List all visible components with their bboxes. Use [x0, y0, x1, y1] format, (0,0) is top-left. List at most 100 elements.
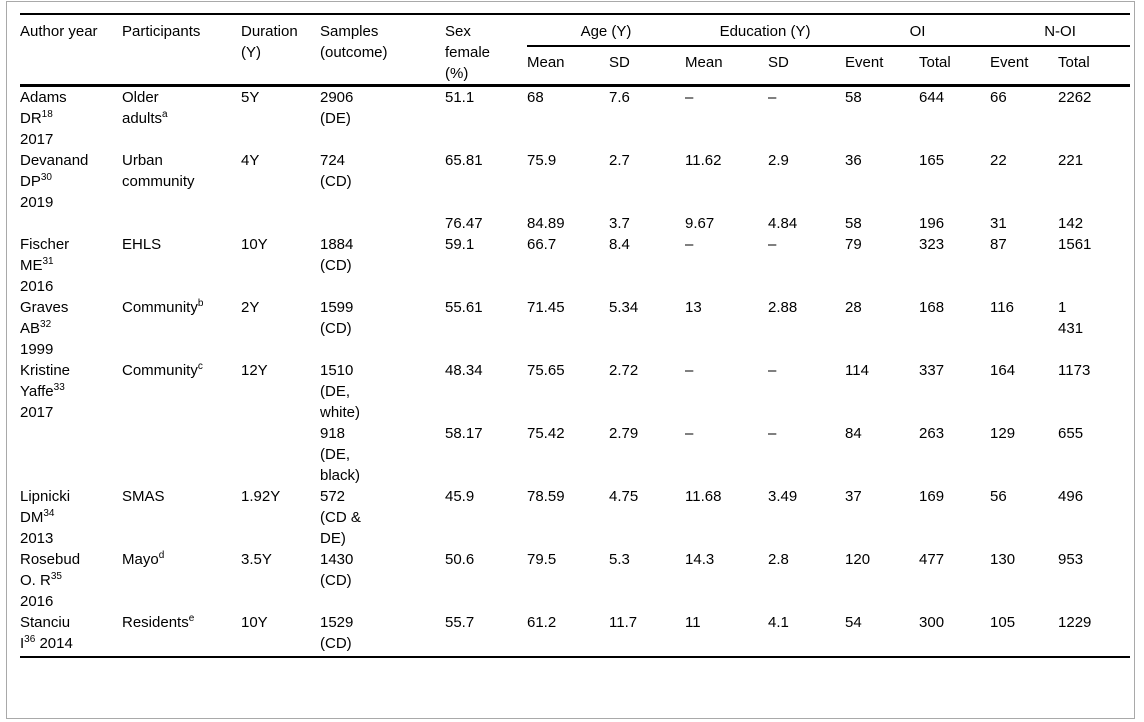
- cell-samples: 1884 (CD): [320, 236, 354, 274]
- cell-author_year: Fischer ME31 2016: [20, 236, 70, 295]
- subheader-oi-event: Event: [845, 54, 884, 72]
- cell-age_mean: 79.5: [527, 551, 557, 568]
- table-row: Adams DR18 2017 Older adultsa 5Y 2906 (DE) 51.1 6…: [20, 84, 1131, 150]
- group-header-education: Education (Y): [685, 12, 846, 48]
- cell-author_year: Adams DR18 2017: [20, 84, 122, 150]
- cell-noi_event: 66: [990, 84, 1059, 150]
- cell-noi_event: 22: [990, 152, 1007, 169]
- cell-duration: 2Y: [241, 299, 260, 316]
- cell-age_sd: 5.3: [609, 551, 630, 568]
- table-row: Graves AB32 1999 Communityb 2Y 1599 (CD) 55.61 7…: [20, 297, 1130, 360]
- cell-sex_female: 45.9: [445, 488, 475, 505]
- cell-age_mean: 75.65: [527, 362, 565, 379]
- cell-age_mean: 78.59: [527, 488, 565, 505]
- table-row: Devanand DP30 2019 Urban community 4Y 724 (CD) 6…: [20, 150, 1130, 213]
- cell-noi_total: 655: [1058, 425, 1084, 442]
- cell-participants: [122, 423, 241, 486]
- cell-duration: 4Y: [241, 152, 260, 169]
- cell-edu_sd: 2.8: [768, 551, 789, 568]
- cell-participants: Communityc: [122, 361, 203, 380]
- cell-author_year: Kristine Yaffe33 2017: [20, 362, 71, 421]
- cell-noi_event: 129: [990, 425, 1016, 442]
- cell-sex_female: 55.61: [445, 299, 483, 316]
- cell-oi_total: 477: [919, 551, 945, 568]
- cell-sex_female: 50.6: [445, 551, 475, 568]
- cell-edu_sd: 4.84: [768, 215, 798, 232]
- table-row: 76.47 84.89 3.7 9.67 4.84 58 196 31 142: [20, 213, 1130, 234]
- cell-age_mean: 61.2: [527, 612, 609, 658]
- cell-age_sd: 11.7: [609, 612, 686, 658]
- col-header-duration: Duration (Y): [241, 13, 320, 86]
- cell-age_sd: 5.34: [609, 299, 639, 316]
- cell-noi_event: 130: [990, 551, 1016, 568]
- cell-edu_mean: 14.3: [685, 551, 715, 568]
- cell-samples: 1430 (CD): [320, 551, 354, 589]
- cell-participants: Residentse: [122, 612, 241, 658]
- cell-sex_female: 59.1: [445, 236, 475, 253]
- col-header-participants: Participants: [122, 13, 241, 86]
- subheader-education-mean: Mean: [685, 54, 723, 72]
- cell-edu_mean: 11: [685, 612, 769, 658]
- cell-sex_female: 65.81: [445, 152, 483, 169]
- cell-author_year: Stanciu I36 2014: [20, 612, 122, 658]
- cell-samples: [320, 213, 445, 234]
- cell-noi_event: 105: [990, 612, 1059, 658]
- cell-participants: SMAS: [122, 488, 165, 505]
- cell-participants: Older adultsa: [122, 84, 241, 150]
- cell-edu_mean: –: [685, 362, 694, 379]
- cell-oi_total: 263: [919, 425, 945, 442]
- cell-edu_mean: –: [685, 425, 694, 442]
- cell-noi_total: 1561: [1058, 236, 1092, 253]
- cell-oi_event: 36: [845, 152, 862, 169]
- table-header: Author year Participants Duration (Y) Sa…: [20, 12, 1131, 86]
- cell-samples: 2906 (DE): [320, 84, 445, 150]
- cell-oi_total: 337: [919, 362, 945, 379]
- cell-oi_event: 79: [845, 236, 862, 253]
- subheader-noi-event: Event: [990, 54, 1029, 72]
- col-header-author-year: Author year: [20, 13, 122, 86]
- cell-participants: [122, 213, 241, 234]
- cell-edu_mean: 11.62: [685, 152, 722, 169]
- cell-oi_total: 165: [919, 152, 945, 169]
- subheader-education-sd: SD: [768, 54, 789, 72]
- cell-sex_female: 58.17: [445, 425, 483, 442]
- cell-age_mean: 84.89: [527, 215, 565, 232]
- cell-oi_event: 37: [845, 488, 862, 505]
- cell-oi_event: 84: [845, 425, 862, 442]
- cell-noi_total: 1 431: [1058, 299, 1084, 337]
- cell-participants: Communityb: [122, 298, 204, 317]
- table-row: Stanciu I36 2014 Residentse 10Y 1529 (CD) 55.7…: [20, 612, 1131, 658]
- cell-noi_event: 164: [990, 362, 1016, 379]
- cell-age_mean: 71.45: [527, 299, 565, 316]
- figure-frame: Author year Participants Duration (Y) Sa…: [6, 1, 1135, 719]
- table-row: Kristine Yaffe33 2017 Communityc 12Y 1510 (DE,…: [20, 360, 1130, 423]
- cell-age_sd: 2.79: [609, 425, 639, 442]
- cell-samples: 1599 (CD): [320, 299, 354, 337]
- col-header-samples: Samples (outcome): [320, 13, 445, 86]
- cell-age_mean: 66.7: [527, 236, 557, 253]
- cell-samples: 1510 (DE, white): [320, 362, 361, 421]
- cell-age_sd: 7.6: [609, 84, 686, 150]
- cell-author_year: Graves AB32 1999: [20, 299, 69, 358]
- cell-edu_sd: 2.88: [768, 299, 798, 316]
- cell-age_mean: 75.9: [527, 152, 557, 169]
- table-body: Adams DR18 2017 Older adultsa 5Y 2906 (DE) 51.1 6…: [20, 84, 1131, 658]
- cell-edu_sd: –: [768, 84, 846, 150]
- cell-participants: Urban community: [122, 152, 195, 190]
- cell-duration: [241, 423, 320, 486]
- cell-edu_mean: 9.67: [685, 215, 715, 232]
- cell-participants: Mayod: [122, 550, 165, 569]
- subheader-oi-total: Total: [919, 54, 951, 72]
- cell-edu_sd: 3.49: [768, 488, 798, 505]
- cell-oi_total: 300: [919, 612, 991, 658]
- cell-author_year: Rosebud O. R35 2016: [20, 551, 81, 610]
- cell-oi_event: 58: [845, 84, 920, 150]
- cell-author_year: [20, 213, 122, 234]
- cell-sex_female: 48.34: [445, 362, 483, 379]
- cell-duration: 10Y: [241, 236, 268, 253]
- table-row: Rosebud O. R35 2016 Mayod 3.5Y 1430 (CD) 50.6 79…: [20, 549, 1130, 612]
- cell-noi_total: 142: [1058, 215, 1084, 232]
- cell-noi_total: 2262: [1058, 84, 1131, 150]
- cell-oi_total: 644: [919, 84, 991, 150]
- cell-noi_total: 953: [1058, 551, 1084, 568]
